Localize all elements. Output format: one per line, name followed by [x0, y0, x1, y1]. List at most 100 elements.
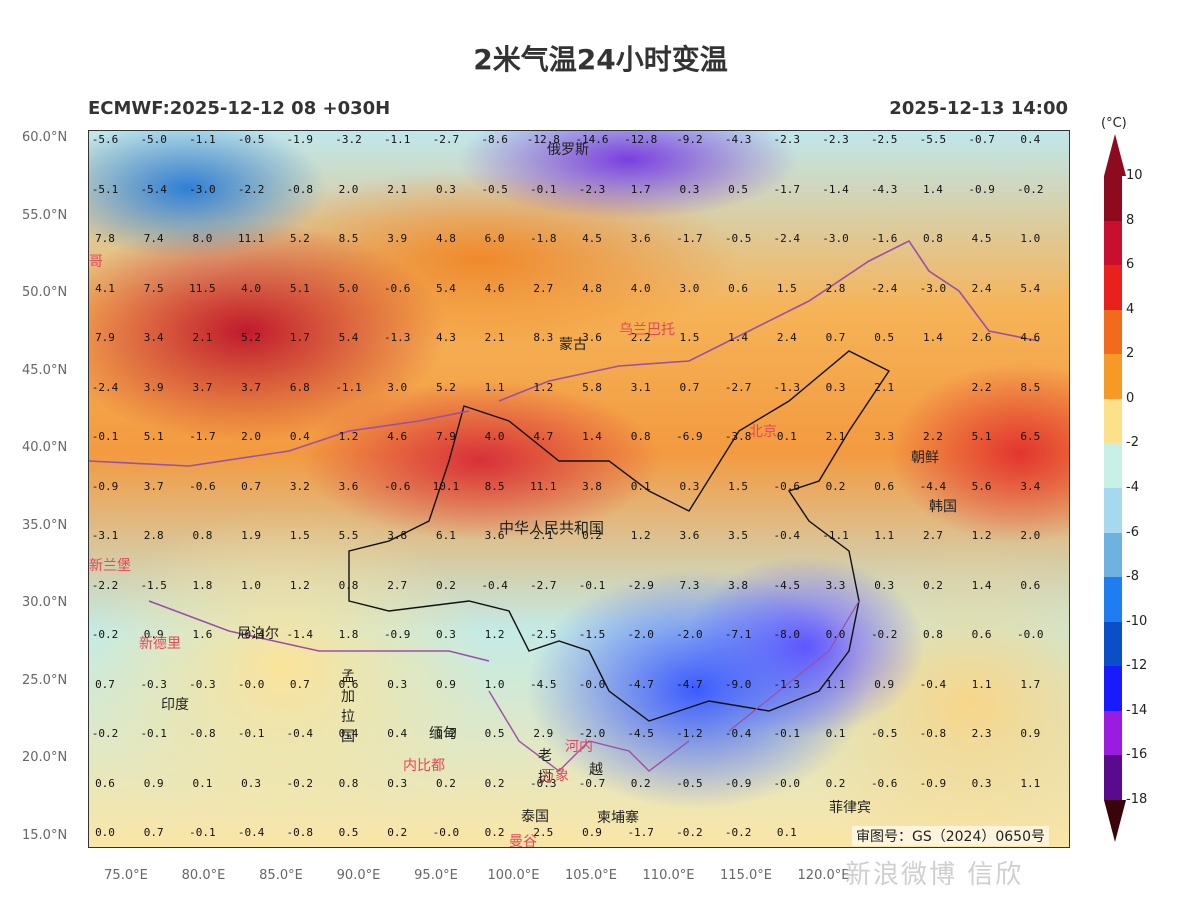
- grid-value: 2.1: [874, 380, 895, 394]
- grid-value: 0.1: [776, 826, 797, 839]
- grid-value: 4.3: [435, 331, 456, 344]
- grid-value: 0.2: [825, 479, 846, 493]
- grid-value: -0.8: [919, 727, 947, 740]
- grid-value: 0.7: [143, 826, 164, 839]
- grid-value: -1.2: [676, 727, 703, 740]
- grid-value: 5.0: [338, 281, 359, 295]
- grid-value: 3.1: [630, 380, 651, 394]
- grid-value: 5.4: [338, 331, 359, 344]
- label-vientiane: 万象: [541, 768, 569, 784]
- grid-value: 0.3: [435, 628, 456, 641]
- grid-value: -4.7: [627, 677, 654, 691]
- grid-value: 10.1: [432, 479, 460, 493]
- grid-value: 0.7: [95, 677, 115, 691]
- colorbar-label: 2: [1126, 346, 1135, 362]
- grid-value: 2.8: [143, 529, 164, 542]
- grid-value: 0.4: [338, 727, 359, 740]
- grid-value: 0.8: [192, 529, 213, 542]
- grid-value: 3.0: [679, 281, 700, 295]
- grid-value: 0.5: [874, 331, 895, 344]
- grid-value: 0.9: [143, 628, 164, 641]
- grid-value: 0.2: [435, 776, 456, 790]
- grid-value: 0.3: [435, 182, 456, 196]
- grid-value: 6.0: [484, 232, 505, 245]
- grid-value: -2.7: [724, 380, 752, 394]
- grid-value: -12.8: [526, 133, 560, 146]
- grid-value: -3.0: [822, 232, 849, 245]
- grid-value: -2.4: [870, 281, 898, 295]
- grid-value: 11.5: [189, 281, 216, 295]
- colorbar-label: 6: [1126, 257, 1135, 273]
- grid-value: 3.7: [192, 380, 213, 394]
- grid-value: 1.2: [533, 380, 554, 394]
- grid-value: 2.2: [971, 380, 992, 394]
- grid-value: 4.0: [241, 281, 262, 295]
- grid-value: -2.7: [530, 578, 557, 592]
- grid-value: 0.5: [338, 826, 359, 839]
- grid-value: -0.8: [189, 727, 216, 740]
- grid-value: 8.5: [1020, 380, 1041, 394]
- colorbar-bin: [1104, 621, 1122, 667]
- grid-value: -1.1: [822, 529, 849, 542]
- grid-value: -4.5: [627, 727, 654, 740]
- grid-value: -1.7: [676, 232, 703, 245]
- grid-value: -1.9: [286, 133, 314, 146]
- colorbar-bin: [1104, 710, 1122, 756]
- grid-value: -0.9: [968, 182, 995, 196]
- grid-value: 3.8: [728, 578, 749, 592]
- grid-value: -5.0: [140, 133, 167, 146]
- grid-value: -0.1: [237, 727, 265, 740]
- label-laos: 老挝: [538, 748, 552, 786]
- colorbar-label: -8: [1126, 569, 1139, 585]
- grid-value: -3.0: [189, 182, 216, 196]
- grid-value: 3.3: [825, 578, 846, 592]
- grid-value: 1.6: [192, 628, 213, 641]
- grid-value: -2.5: [530, 628, 557, 641]
- grid-value: 0.8: [922, 232, 943, 245]
- grid-value: -0.8: [286, 826, 314, 839]
- grid-value: -2.9: [627, 578, 654, 592]
- grid-value: -0.9: [724, 776, 752, 790]
- label-cambodia: 柬埔寨: [597, 810, 639, 826]
- grid-value: -2.0: [676, 628, 703, 641]
- grid-value: 3.7: [241, 380, 262, 394]
- grid-value: 5.4: [435, 281, 456, 295]
- grid-value: 1.4: [582, 430, 602, 443]
- grid-value: -0.7: [968, 133, 995, 146]
- grid-value: 11.1: [530, 479, 557, 493]
- grid-value: -5.5: [919, 133, 947, 146]
- grid-value: -8.6: [481, 133, 508, 146]
- grid-value: 0.9: [874, 677, 895, 691]
- grid-value: 2.1: [825, 430, 846, 443]
- grid-value: 0.8: [922, 628, 943, 641]
- grid-value: 1.2: [971, 529, 992, 542]
- grid-value: 0.9: [1020, 727, 1041, 740]
- grid-value: 0.2: [435, 727, 456, 740]
- label-mongolia: 蒙古: [559, 337, 587, 353]
- grid-value: 2.8: [825, 281, 846, 295]
- grid-value: 5.2: [241, 331, 262, 344]
- label-myanmar: 缅甸: [429, 726, 457, 742]
- grid-value: -1.7: [189, 430, 216, 443]
- grid-value: 1.4: [922, 331, 943, 344]
- colorbar-bin: [1104, 532, 1122, 578]
- grid-value: -0.7: [578, 776, 606, 790]
- grid-value: 5.5: [338, 529, 359, 542]
- grid-value: -1.7: [773, 182, 801, 196]
- lon-label: 100.0°E: [487, 868, 540, 883]
- colorbar-label: -10: [1126, 613, 1148, 629]
- grid-value: 4.8: [435, 232, 456, 245]
- grid-value: 7.3: [679, 578, 700, 592]
- grid-value: 0.7: [679, 380, 700, 394]
- label-vietnam: 越: [589, 762, 603, 778]
- grid-value: 3.0: [387, 380, 408, 394]
- grid-value: 7.5: [143, 281, 164, 295]
- lat-label: 55.0°N: [22, 207, 68, 223]
- label-nepal: 尼泊尔: [237, 626, 279, 642]
- grid-value: 2.4: [776, 331, 797, 344]
- grid-value: 0.3: [874, 578, 895, 592]
- grid-value: 1.7: [1020, 677, 1041, 691]
- lon-label: 95.0°E: [414, 868, 458, 883]
- colorbar-label: -12: [1126, 658, 1148, 674]
- grid-value: -0.5: [676, 776, 703, 790]
